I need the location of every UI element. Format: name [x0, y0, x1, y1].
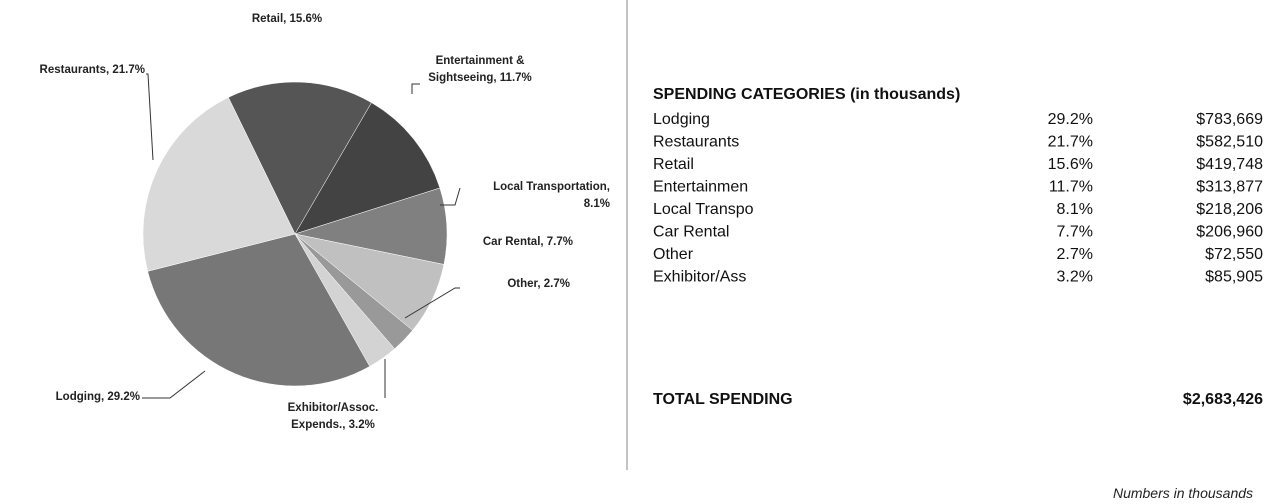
row-percent: 11.7%: [1049, 179, 1093, 196]
note: Numbers in thousands: [1113, 485, 1253, 501]
row-percent: 7.7%: [1057, 224, 1093, 241]
row-name: Retail: [653, 156, 694, 173]
row-amount: $206,960: [1196, 224, 1263, 241]
slice-label: Sightseeing, 11.7%: [428, 72, 532, 84]
slice-label: Retail, 15.6%: [252, 13, 322, 25]
row-amount: $419,748: [1196, 156, 1263, 173]
row-name: Other: [653, 246, 694, 263]
row-percent: 2.7%: [1057, 246, 1093, 263]
slice-label: Lodging, 29.2%: [56, 391, 140, 403]
leader-line: [440, 187, 461, 206]
slice-label: Other, 2.7%: [507, 278, 570, 290]
pie-slice: [147, 233, 371, 387]
row-amount: $85,905: [1205, 269, 1263, 286]
slice-label: Exhibitor/Assoc.: [288, 402, 379, 414]
row-name: Entertainmen: [653, 179, 748, 196]
row-name: Car Rental: [653, 224, 729, 241]
slice-label: Local Transportation,: [493, 181, 610, 193]
table-title: SPENDING CATEGORIES (in thousands): [653, 86, 960, 103]
row-name: Restaurants: [653, 134, 739, 151]
row-percent: 21.7%: [1048, 134, 1093, 151]
leader-line: [411, 83, 420, 94]
row-percent: 3.2%: [1057, 269, 1093, 286]
leader-line: [146, 73, 154, 161]
row-name: Exhibitor/Ass: [653, 269, 746, 286]
row-name: Lodging: [653, 111, 710, 128]
row-name: Local Transpo: [653, 201, 754, 218]
row-percent: 29.2%: [1048, 111, 1093, 128]
slice-label: Expends., 3.2%: [291, 419, 375, 431]
row-amount: $72,550: [1205, 246, 1263, 263]
row-amount: $783,669: [1196, 111, 1263, 128]
leader-line: [404, 287, 460, 319]
row-amount: $218,206: [1196, 201, 1263, 218]
pie-slice: [142, 97, 296, 272]
row-percent: 8.1%: [1057, 201, 1093, 218]
slice-label: Entertainment &: [436, 55, 525, 67]
total-value: $2,683,426: [1183, 391, 1263, 408]
row-amount: $582,510: [1196, 134, 1263, 151]
leader-line: [142, 370, 206, 399]
row-amount: $313,877: [1196, 179, 1263, 196]
pie-slice: [228, 81, 372, 235]
row-percent: 15.6%: [1048, 156, 1093, 173]
slice-label: Car Rental, 7.7%: [483, 236, 573, 248]
slice-label: Restaurants, 21.7%: [40, 64, 145, 76]
pie-slice: [294, 102, 441, 235]
slice-label: 8.1%: [584, 198, 610, 210]
total-label: TOTAL SPENDING: [653, 391, 793, 408]
